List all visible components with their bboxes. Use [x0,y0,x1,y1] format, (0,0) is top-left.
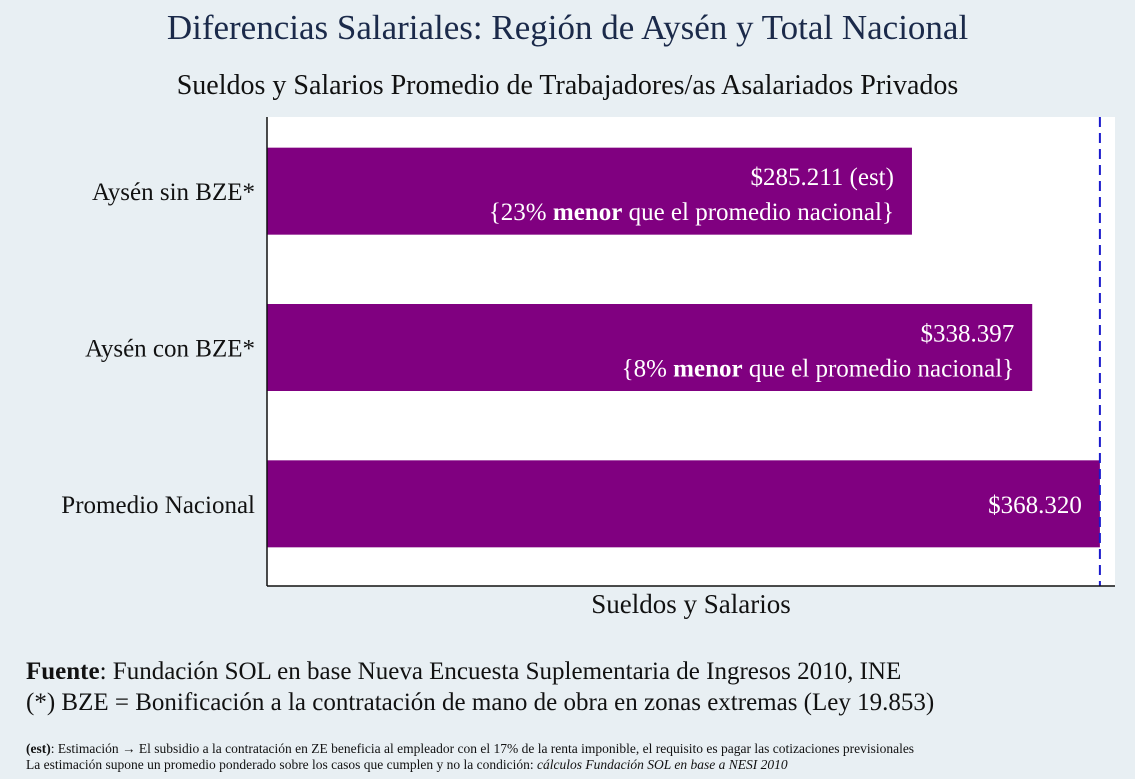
est-line: (est): Estimación → El subsidio a la con… [26,741,914,757]
method-text: La estimación supone un promedio pondera… [26,757,538,772]
category-label: Aysén sin BZE* [92,179,255,206]
bar-2 [267,460,1100,548]
chart-title: Diferencias Salariales: Región de Aysén … [166,8,969,47]
bar-1 [267,304,1033,391]
category-label: Promedio Nacional [61,492,255,519]
annotation-label: {23% menor que el promedio nacional} [489,199,894,226]
value-label: $368.320 [988,492,1082,519]
bar-0 [267,147,912,235]
x-axis-title: Sueldos y Salarios [591,589,791,619]
source-text: : Fundación SOL en base Nueva Encuesta S… [99,658,902,685]
est-text: : Estimación → El subsidio a la contrata… [50,741,915,756]
bar-chart: Aysén sin BZE* $285.211 (est) {23% menor q… [61,117,1115,619]
annotation-label: {8% menor que el promedio nacional} [622,356,1015,383]
source-label: Fuente [26,658,100,685]
estimation-note: (est): Estimación → El subsidio a la con… [26,741,914,773]
est-label: (est) [26,741,51,756]
chart-subtitle: Sueldos y Salarios Promedio de Trabajado… [176,70,959,101]
bze-note: (*) BZE = Bonificación a la contratación… [26,689,935,716]
source-line: Fuente: Fundación SOL en base Nueva Encu… [26,656,934,687]
value-label: $285.211 (est) [750,164,894,191]
value-label: $338.397 [920,321,1014,348]
method-line: La estimación supone un promedio pondera… [26,757,914,773]
source-note: Fuente: Fundación SOL en base Nueva Encu… [26,656,934,718]
category-label: Aysén con BZE* [85,336,255,363]
method-italic: cálculos Fundación SOL en base a NESI 20… [537,757,788,772]
